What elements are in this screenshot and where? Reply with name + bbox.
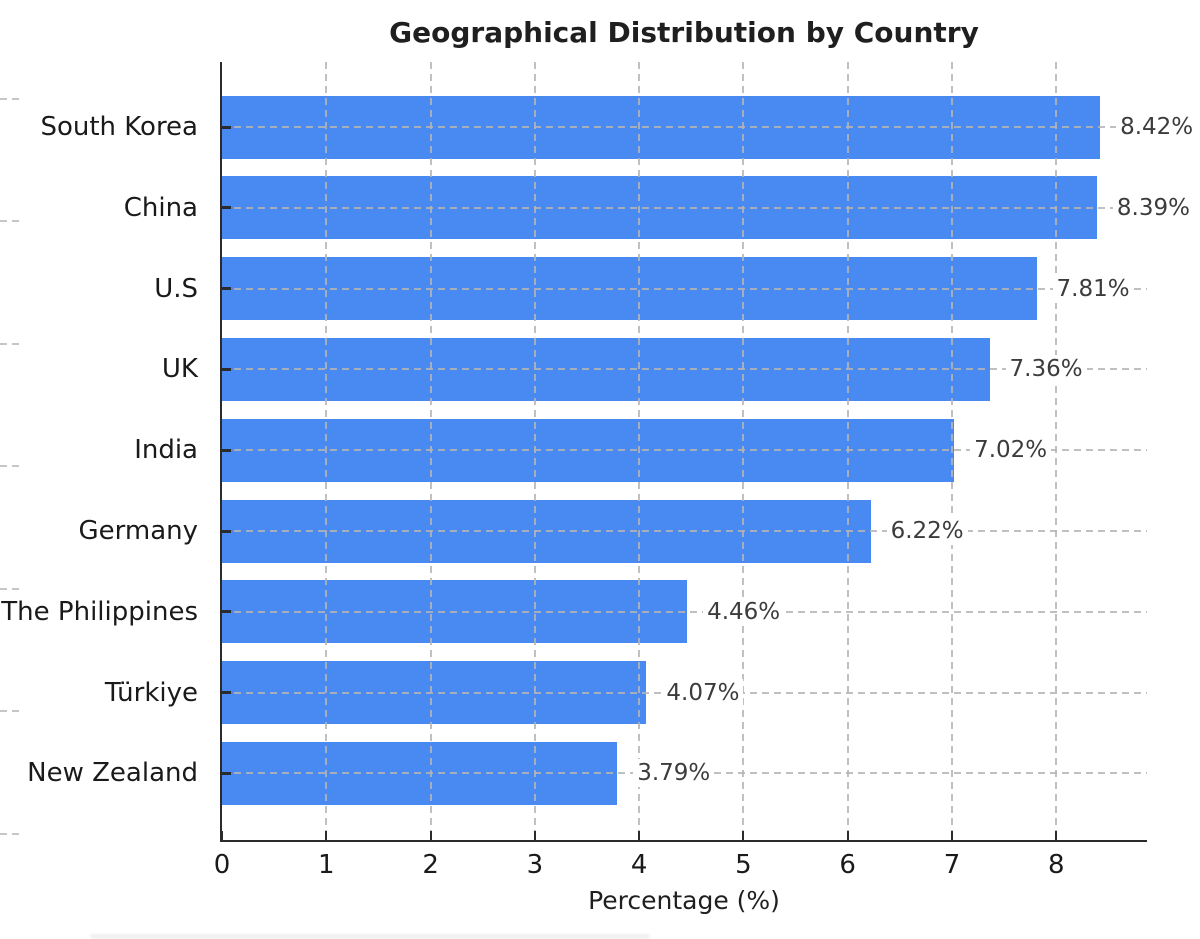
x-tick-label: 4 bbox=[630, 850, 648, 880]
x-axis-tick bbox=[742, 831, 745, 840]
y-axis-tick bbox=[222, 529, 231, 533]
bar-value-label: 7.81% bbox=[1052, 274, 1134, 303]
y-axis-tick bbox=[222, 287, 231, 291]
x-tick-label: 0 bbox=[213, 850, 231, 880]
x-axis-tick bbox=[1055, 831, 1058, 840]
x-tick-label: 2 bbox=[422, 850, 439, 880]
bar-value-label: 4.07% bbox=[662, 678, 744, 707]
x-axis-tick bbox=[429, 831, 432, 840]
horizontal-gridline bbox=[222, 530, 1147, 532]
bar-value-label: 8.42% bbox=[1116, 113, 1198, 141]
x-tick-label: 8 bbox=[1048, 850, 1065, 880]
y-tick-label: Germany bbox=[78, 516, 198, 546]
cropped-gridline-artifact bbox=[0, 710, 20, 712]
x-tick-label: 1 bbox=[318, 850, 335, 880]
cropped-gridline-artifact bbox=[0, 465, 20, 467]
y-axis-tick bbox=[222, 691, 231, 695]
y-axis-tick bbox=[222, 125, 231, 129]
y-tick-label: India bbox=[134, 435, 198, 466]
x-axis-tick bbox=[846, 831, 849, 840]
y-tick-label: Türkiye bbox=[104, 677, 198, 708]
cropped-gridline-artifact bbox=[0, 833, 20, 835]
bar-value-label: 7.36% bbox=[1005, 355, 1087, 384]
horizontal-gridline bbox=[222, 287, 1147, 290]
y-axis-tick bbox=[222, 610, 231, 614]
cropped-gridline-artifact bbox=[0, 98, 20, 100]
bar-value-label: 4.46% bbox=[703, 597, 785, 626]
y-tick-label: U.S bbox=[154, 273, 198, 304]
x-axis-title: Percentage (%) bbox=[588, 886, 780, 915]
horizontal-gridline bbox=[222, 126, 1147, 128]
x-axis-tick bbox=[221, 831, 223, 840]
y-axis-tick bbox=[222, 206, 231, 210]
cropped-content-artifact bbox=[90, 934, 650, 939]
x-tick-label: 6 bbox=[839, 850, 856, 880]
horizontal-gridline bbox=[222, 368, 1147, 371]
horizontal-gridline bbox=[222, 449, 1147, 452]
y-tick-label: UK bbox=[161, 354, 198, 385]
cropped-gridline-artifact bbox=[0, 220, 20, 222]
bar-value-label: 8.39% bbox=[1112, 193, 1194, 222]
y-axis-tick bbox=[222, 367, 231, 371]
y-tick-label: China bbox=[123, 192, 198, 223]
y-axis-tick bbox=[222, 771, 231, 775]
bar-value-label: 3.79% bbox=[633, 759, 715, 788]
bar-value-label: 7.02% bbox=[970, 436, 1052, 465]
y-tick-label: South Korea bbox=[40, 112, 198, 142]
y-axis-spine bbox=[220, 62, 222, 842]
x-axis-spine bbox=[220, 840, 1147, 842]
bar-value-label: 6.22% bbox=[886, 517, 968, 545]
chart-title: Geographical Distribution by Country bbox=[389, 16, 979, 49]
x-tick-label: 7 bbox=[943, 850, 961, 880]
x-axis-tick bbox=[325, 831, 328, 840]
y-tick-label: New Zealand bbox=[27, 758, 198, 789]
x-tick-label: 3 bbox=[526, 850, 544, 880]
x-tick-label: 5 bbox=[735, 850, 752, 880]
x-axis-tick bbox=[951, 831, 953, 840]
x-axis-tick bbox=[533, 831, 536, 840]
horizontal-gridline bbox=[222, 206, 1147, 209]
cropped-gridline-artifact bbox=[0, 343, 20, 345]
x-axis-tick bbox=[638, 831, 641, 840]
y-tick-label: The Philippines bbox=[1, 596, 198, 627]
cropped-gridline-artifact bbox=[0, 588, 20, 590]
plot-area: 8.42% 8.39% 7.81% 7.36% 7.02% 6.22% 4.46% 4.07%… bbox=[220, 62, 1198, 842]
horizontal-gridline bbox=[222, 610, 1147, 613]
y-axis-tick bbox=[222, 448, 231, 452]
